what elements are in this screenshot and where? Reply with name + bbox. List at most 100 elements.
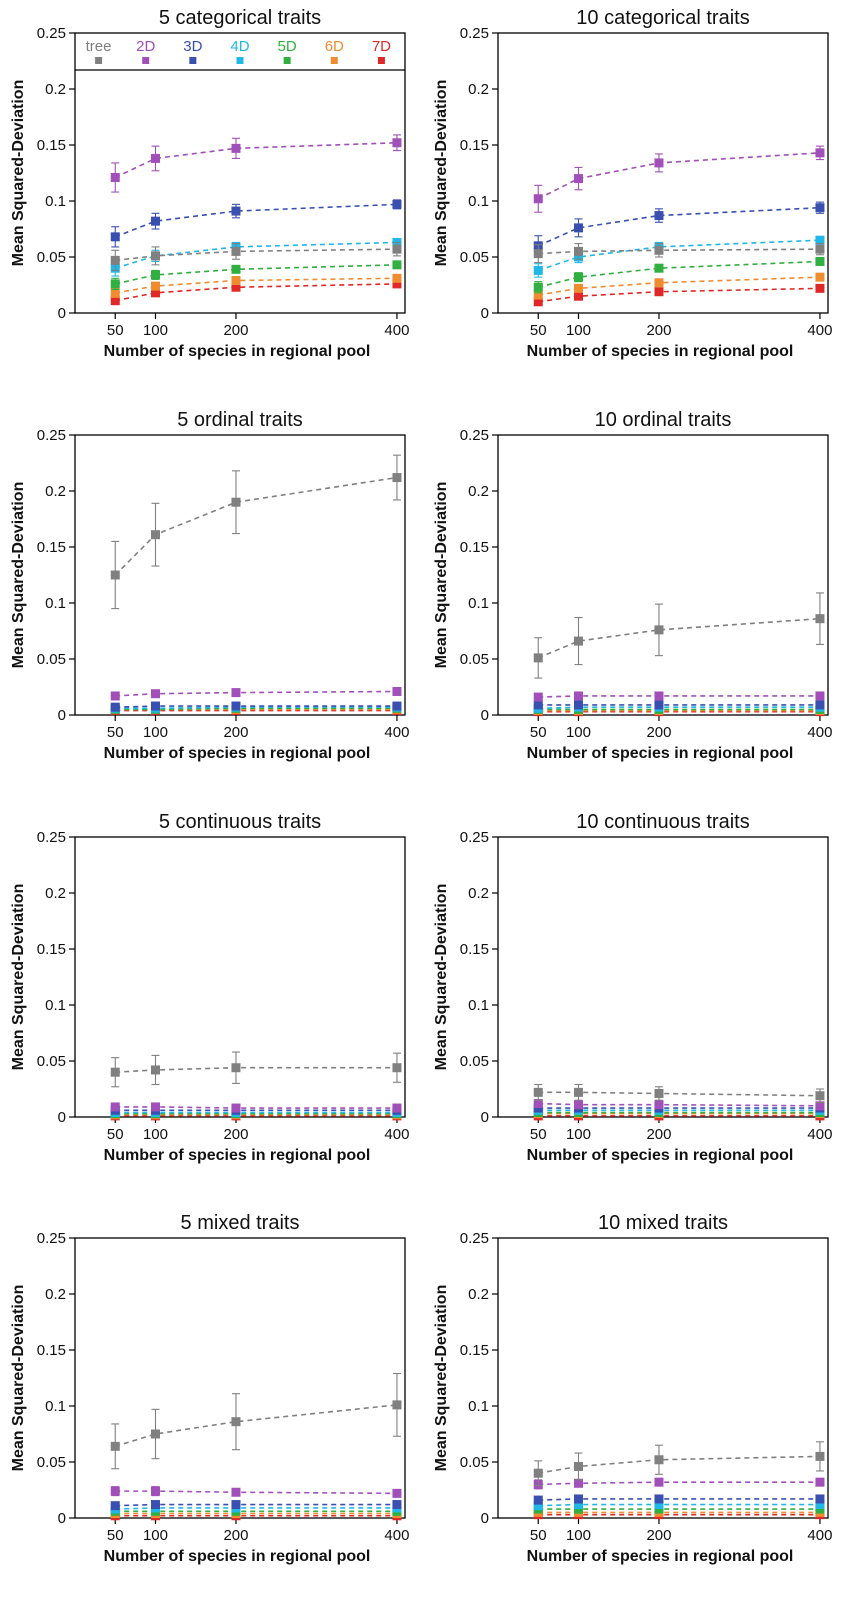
x-tick-label: 50 <box>107 724 124 741</box>
data-point <box>815 235 825 245</box>
data-point <box>110 279 120 289</box>
series-4D <box>533 235 825 278</box>
data-point <box>654 211 664 221</box>
series-tree <box>110 1372 402 1470</box>
data-point <box>815 256 825 266</box>
series-3D <box>110 199 402 248</box>
series-2D <box>110 1102 402 1113</box>
data-point <box>231 701 241 711</box>
data-point <box>815 1451 825 1461</box>
data-point <box>392 1103 402 1113</box>
series-line <box>115 277 397 294</box>
data-point <box>533 282 543 292</box>
data-point <box>231 264 241 274</box>
data-point <box>815 1500 825 1510</box>
series-line <box>538 1102 820 1107</box>
x-tick-label: 400 <box>807 1126 832 1143</box>
data-point <box>533 290 543 300</box>
data-point <box>654 1088 664 1098</box>
series-line <box>115 1066 397 1073</box>
data-point <box>533 1468 543 1478</box>
data-point <box>150 270 160 280</box>
x-axis-label: Number of species in regional pool <box>104 1147 371 1164</box>
data-point <box>150 1065 160 1075</box>
y-tick-label: 0.15 <box>37 1342 66 1359</box>
x-tick-label: 400 <box>384 322 409 339</box>
series-line <box>537 206 820 247</box>
x-axis-label: Number of species in regional pool <box>104 745 371 762</box>
y-tick-label: 0 <box>58 707 66 724</box>
y-tick-label: 0.1 <box>45 193 66 210</box>
y-tick-label: 0.15 <box>37 941 66 958</box>
series-line <box>115 241 397 269</box>
data-point <box>533 1087 543 1097</box>
data-point <box>815 1494 825 1504</box>
data-point <box>654 263 664 273</box>
data-point <box>654 1455 664 1465</box>
data-point <box>533 653 543 663</box>
data-point <box>150 251 160 261</box>
series-line <box>538 1091 820 1097</box>
data-point <box>231 143 241 153</box>
series-line <box>538 695 820 698</box>
data-point <box>573 1494 583 1504</box>
legend-marker-2D <box>142 57 150 64</box>
y-tick-label: 0.1 <box>468 997 489 1014</box>
x-tick-label: 100 <box>566 322 591 339</box>
data-point <box>573 691 583 701</box>
series-line <box>538 706 820 710</box>
data-point <box>110 1486 120 1496</box>
data-point <box>654 700 664 710</box>
series-line <box>115 1490 397 1495</box>
series-line <box>537 239 820 272</box>
data-point <box>815 148 825 158</box>
x-tick-label: 100 <box>143 1126 168 1143</box>
series-2D <box>533 1099 825 1111</box>
panel-title: 10 categorical traits <box>576 7 749 29</box>
data-point <box>392 1063 402 1073</box>
y-tick-label: 0.25 <box>460 25 489 42</box>
y-tick-label: 0.05 <box>460 1454 489 1471</box>
data-point <box>392 138 402 148</box>
panel-title: 5 ordinal traits <box>177 409 303 431</box>
panel-title: 5 categorical traits <box>159 7 321 29</box>
y-tick-label: 0 <box>58 1510 66 1527</box>
y-tick-label: 0.25 <box>460 1230 489 1247</box>
series-line <box>538 1455 820 1474</box>
series-line <box>115 1404 398 1448</box>
legend-marker-6D <box>330 57 338 64</box>
y-tick-label: 0 <box>58 1109 66 1126</box>
data-point <box>150 288 160 298</box>
series-line <box>537 617 821 659</box>
series-tree <box>533 1083 825 1103</box>
series-line <box>537 152 821 200</box>
y-axis-label: Mean Squared-Deviation <box>10 1285 27 1472</box>
chart-panel-7: 5 mixed traits 0 0.05 0.1 0.15 0.2 0.25 50 100 20… <box>10 1212 409 1565</box>
data-point <box>654 1477 664 1487</box>
data-point <box>654 1100 664 1110</box>
y-tick-label: 0.05 <box>460 1053 489 1070</box>
data-point <box>654 1494 664 1504</box>
y-tick-label: 0.15 <box>460 137 489 154</box>
x-tick-label: 400 <box>384 724 409 741</box>
x-axis-label: Number of species in regional pool <box>104 1548 371 1565</box>
x-tick-label: 50 <box>530 724 547 741</box>
x-tick-label: 50 <box>107 1527 124 1544</box>
series-line <box>115 248 397 262</box>
data-point <box>150 216 160 226</box>
data-point <box>533 692 543 702</box>
series-line <box>115 1503 397 1507</box>
data-point <box>815 700 825 710</box>
y-tick-label: 0.15 <box>460 941 489 958</box>
x-tick-label: 200 <box>223 322 248 339</box>
data-point <box>573 1087 583 1097</box>
data-point <box>110 1441 120 1451</box>
plot-frame <box>74 434 406 716</box>
series-tree <box>533 592 825 679</box>
x-tick-label: 50 <box>530 1527 547 1544</box>
y-tick-label: 0.05 <box>460 651 489 668</box>
data-point <box>231 1103 241 1113</box>
y-axis-label: Mean Squared-Deviation <box>10 80 27 267</box>
y-tick-label: 0 <box>481 305 489 322</box>
